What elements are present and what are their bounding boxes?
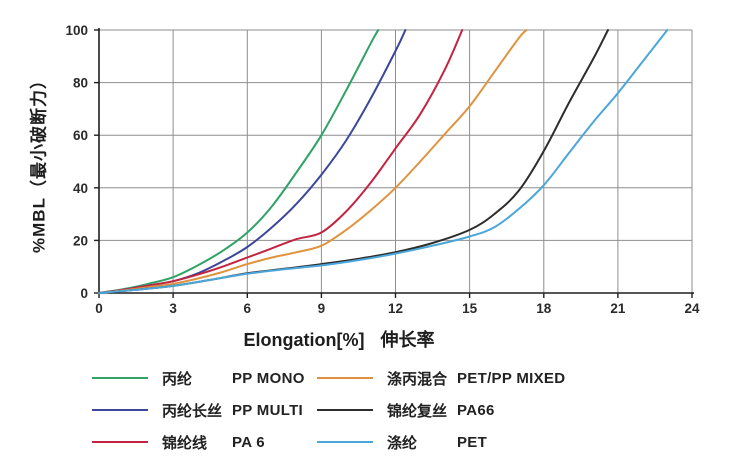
curve-pa-6 xyxy=(98,29,464,294)
legend-label-cn: 丙纶 xyxy=(162,370,193,388)
legend-label-en: PET/PP MIXED xyxy=(457,369,566,387)
y-axis-title: %MBL（最小破断力） xyxy=(25,71,50,253)
y-axis-title-text: %MBL（最小破断力） xyxy=(29,71,49,253)
legend-line-swatch xyxy=(317,377,373,379)
x-axis-title-cn: 伸长率 xyxy=(380,330,435,350)
y-tick-label-40: 40 xyxy=(73,181,88,196)
curve-pet-pp-mixed xyxy=(98,29,528,294)
x-tick-label-21: 21 xyxy=(610,301,626,316)
curve-pet xyxy=(98,29,669,294)
y-tick-label-100: 100 xyxy=(65,23,88,38)
x-tick-label-3: 3 xyxy=(169,301,177,316)
legend-label-cn: 涤丙混合 xyxy=(387,370,448,388)
x-tick-label-15: 15 xyxy=(462,301,478,316)
legend-label-cn: 锦纶线 xyxy=(162,434,208,452)
grid-lines xyxy=(99,29,693,293)
y-tick-label-20: 20 xyxy=(73,233,88,248)
curve-pa66 xyxy=(98,29,609,294)
x-tick-label-0: 0 xyxy=(95,301,103,316)
legend-item-pa-6: 锦纶线 PA 6 xyxy=(92,426,305,458)
x-tick-labels: 0 3 6 9 12 15 18 21 24 xyxy=(95,301,700,316)
curve-pp-multi xyxy=(98,29,407,294)
x-tick-label-9: 9 xyxy=(318,301,326,316)
legend-column-1: 丙纶 PP MONO 丙纶长丝 PP MULTI 锦纶线 PA 6 xyxy=(92,362,305,458)
legend-line-swatch xyxy=(317,409,373,411)
legend-label-cn: 丙纶长丝 xyxy=(162,402,223,420)
legend-item-pet-pp-mixed: 涤丙混合 PET/PP MIXED xyxy=(317,362,565,394)
x-tick-label-6: 6 xyxy=(244,301,252,316)
legend-label-en: PET xyxy=(457,433,488,451)
x-axis-title: Elongation[%] 伸长率 xyxy=(244,326,435,352)
legend-label-en: PP MONO xyxy=(232,369,305,387)
legend-item-pa66: 锦纶复丝 PA66 xyxy=(317,394,565,426)
legend-line-swatch xyxy=(92,377,148,379)
x-tick-label-24: 24 xyxy=(684,301,700,316)
y-tick-label-80: 80 xyxy=(73,76,88,91)
x-tick-label-18: 18 xyxy=(536,301,552,316)
y-tick-labels: 0 20 40 60 80 100 xyxy=(65,23,88,301)
axes xyxy=(98,28,694,294)
tick-marks xyxy=(94,29,693,298)
legend-column-2: 涤丙混合 PET/PP MIXED 锦纶复丝 PA66 涤纶 PET xyxy=(317,362,565,458)
legend-label-cn: 锦纶复丝 xyxy=(387,402,448,420)
legend-line-swatch xyxy=(92,409,148,411)
legend-item-pp-mono: 丙纶 PP MONO xyxy=(92,362,305,394)
legend-item-pet: 涤纶 PET xyxy=(317,426,565,458)
legend-label-en: PA66 xyxy=(457,401,495,419)
x-tick-label-12: 12 xyxy=(388,301,403,316)
curves xyxy=(98,29,669,294)
legend-label-en: PA 6 xyxy=(232,433,265,451)
legend-line-swatch xyxy=(92,441,148,443)
legend-item-pp-multi: 丙纶长丝 PP MULTI xyxy=(92,394,305,426)
y-tick-label-60: 60 xyxy=(73,128,88,143)
y-tick-label-0: 0 xyxy=(80,286,88,301)
legend-line-swatch xyxy=(317,441,373,443)
curve-pp-mono xyxy=(98,29,380,294)
legend: 丙纶 PP MONO 丙纶长丝 PP MULTI 锦纶线 PA 6 涤丙混合 PET/PP M… xyxy=(0,362,730,462)
legend-label-en: PP MULTI xyxy=(232,401,304,419)
legend-label-cn: 涤纶 xyxy=(387,434,418,452)
x-axis-title-en: Elongation[%] xyxy=(243,330,365,350)
